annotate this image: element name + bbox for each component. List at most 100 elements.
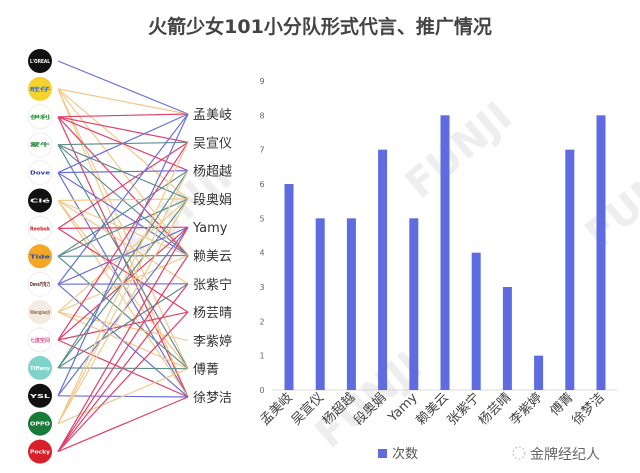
x-tick-label: 孟美岐 bbox=[258, 390, 296, 428]
brand-logo-circle bbox=[28, 49, 52, 73]
connection-line bbox=[57, 88, 189, 369]
legend: 次数 bbox=[378, 446, 418, 462]
bar bbox=[596, 115, 606, 390]
brand-logo: 旺仔 bbox=[28, 76, 52, 101]
connection-line bbox=[57, 283, 189, 369]
x-tick-label: 张紫宁 bbox=[444, 390, 483, 429]
member-name: 杨超越 bbox=[193, 165, 232, 180]
y-axis: 0 1 2 3 4 5 6 7 8 9 bbox=[259, 77, 264, 395]
member-name: 段奥娟 bbox=[193, 193, 232, 208]
brand-logo-circle bbox=[27, 271, 53, 297]
connection-line bbox=[57, 113, 189, 285]
brand-logo-circle bbox=[28, 244, 52, 269]
connection-line bbox=[57, 113, 189, 118]
connection-line bbox=[57, 170, 189, 424]
watermark-text: FUNJI bbox=[397, 93, 521, 207]
member-name: 徐梦洁 bbox=[193, 391, 232, 406]
member-name: 赖美云 bbox=[193, 250, 232, 265]
y-tick-label: 1 bbox=[259, 352, 264, 361]
brand-logo-circle bbox=[28, 355, 52, 380]
connection-line bbox=[57, 141, 189, 341]
brand-logo-name: Reebok bbox=[30, 226, 51, 232]
member-name: 吴宣仪 bbox=[193, 135, 232, 151]
member-name: 张紫宁 bbox=[193, 277, 232, 293]
brand-logo: Dove bbox=[27, 160, 53, 186]
brand-logo-circle bbox=[27, 327, 53, 353]
legend-swatch bbox=[378, 449, 387, 458]
watermark-text: FUNJI bbox=[577, 143, 640, 257]
connection-line bbox=[57, 311, 189, 453]
y-tick-label: 3 bbox=[259, 283, 264, 292]
brand-logo-name: YSL bbox=[28, 394, 51, 400]
y-tick-label: 5 bbox=[259, 214, 264, 223]
brand-logo: 蒙牛 bbox=[27, 132, 53, 158]
bar bbox=[409, 218, 419, 390]
member-name: 李紫婷 bbox=[193, 333, 232, 349]
brand-logo: Reebok bbox=[27, 215, 53, 241]
connection-lines bbox=[57, 60, 189, 453]
brand-logo-name: Dove巧克力 bbox=[30, 281, 50, 288]
brand-logo-name: Pocky bbox=[30, 450, 51, 456]
brand-logo-circle bbox=[27, 132, 53, 158]
connection-line bbox=[57, 226, 189, 452]
brand-logo-circle bbox=[28, 76, 52, 101]
wechat-icon bbox=[512, 446, 526, 460]
brand-logo-name: Dove bbox=[30, 171, 51, 177]
brand-logo-name: L'OREAL bbox=[30, 59, 51, 65]
x-tick-label: 徐梦洁 bbox=[570, 390, 608, 428]
connection-line bbox=[57, 255, 189, 370]
brand-logo: Pocky bbox=[28, 439, 52, 464]
y-tick-label: 4 bbox=[259, 249, 264, 258]
connection-line bbox=[57, 396, 189, 453]
bar bbox=[534, 355, 544, 390]
brand-logo: Dove巧克力 bbox=[27, 271, 53, 297]
connection-line bbox=[57, 116, 189, 256]
brand-logo-circle bbox=[28, 300, 52, 325]
brand-logo-name: 七度空间 bbox=[30, 337, 50, 344]
brand-logo-name: Clé bbox=[30, 198, 51, 205]
brand-logo-circle bbox=[28, 439, 52, 464]
bar bbox=[284, 184, 294, 390]
connection-line bbox=[57, 198, 189, 425]
bar bbox=[378, 149, 388, 390]
connection-line bbox=[57, 255, 189, 452]
brand-logo: Tiffany bbox=[28, 355, 52, 380]
member-name: 傅菁 bbox=[193, 363, 219, 378]
brand-logo: Clé bbox=[28, 188, 52, 213]
bar bbox=[440, 115, 450, 390]
connection-line bbox=[57, 144, 189, 370]
brand-logo-circle bbox=[27, 104, 53, 130]
member-name: 孟美岐 bbox=[193, 108, 232, 123]
connection-line bbox=[57, 113, 189, 397]
connection-line bbox=[57, 283, 189, 452]
brand-logo: L'OREAL bbox=[28, 49, 52, 73]
y-tick-label: 7 bbox=[259, 146, 264, 155]
connection-line bbox=[57, 113, 189, 174]
y-tick-label: 0 bbox=[259, 386, 264, 395]
connection-line bbox=[57, 170, 189, 174]
bar bbox=[565, 149, 575, 390]
bar bbox=[346, 218, 356, 390]
bar bbox=[471, 252, 481, 390]
brand-logo: OPPO bbox=[28, 411, 52, 436]
brand-logo-circle bbox=[27, 160, 53, 186]
connection-line bbox=[57, 88, 189, 115]
brand-logo-name: 旺仔 bbox=[30, 86, 50, 93]
brand-logo-name: 伊利 bbox=[28, 114, 50, 121]
y-tick-label: 6 bbox=[259, 180, 264, 189]
connection-line bbox=[57, 198, 189, 257]
brand-logo-circle bbox=[27, 215, 53, 241]
brand-logo: 七度空间 bbox=[27, 327, 53, 353]
bars bbox=[284, 115, 606, 390]
brand-logo-circle bbox=[28, 383, 52, 408]
brand-logo: 伊利 bbox=[27, 104, 53, 130]
connection-line bbox=[57, 170, 189, 257]
legend-label: 次数 bbox=[392, 446, 418, 462]
y-tick-label: 8 bbox=[259, 111, 264, 120]
y-tick-label: 9 bbox=[259, 77, 264, 86]
connection-line bbox=[57, 142, 189, 424]
brand-logo-name: OPPO bbox=[30, 422, 50, 428]
x-tick-label: 赖美云 bbox=[414, 390, 452, 428]
